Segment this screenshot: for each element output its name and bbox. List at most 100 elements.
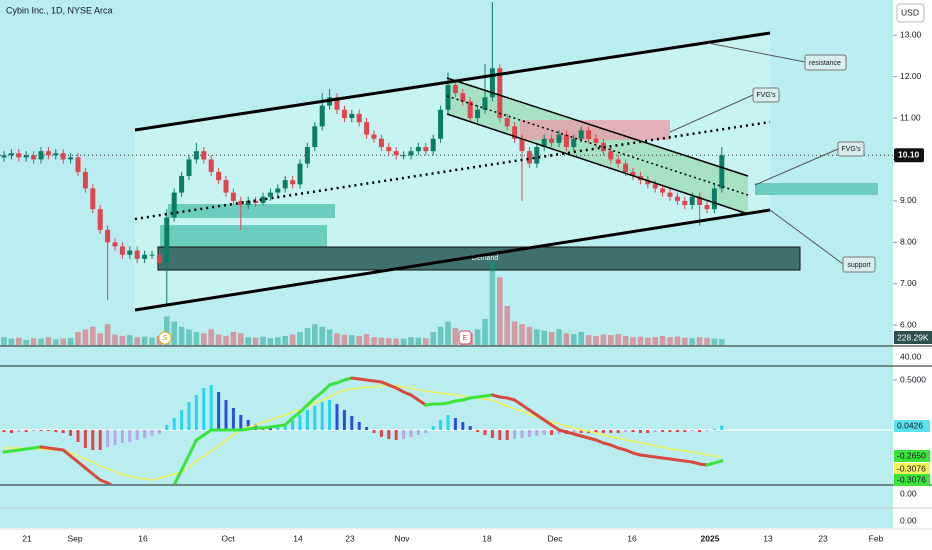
volume-badge [894, 331, 932, 344]
y-tick-label: 8.00 [900, 237, 917, 247]
histogram-bar [698, 430, 702, 432]
volume-bar [334, 333, 340, 345]
candle-body [630, 171, 636, 177]
candle-body [623, 163, 629, 172]
histogram-bar [268, 428, 272, 430]
volume-bar [312, 324, 318, 345]
fvg-box [168, 204, 335, 218]
x-tick-label: 16 [627, 533, 637, 543]
volume-bar [674, 336, 681, 345]
indicator-badge [894, 420, 930, 432]
candle-body [667, 192, 673, 197]
macd-segment [283, 416, 295, 427]
histogram-bar [209, 385, 213, 430]
candle-body [82, 171, 88, 189]
candle-body [386, 147, 392, 152]
x-tick-label: Oct [221, 533, 235, 543]
histogram-bar [498, 430, 502, 440]
channel-bottom [446, 113, 749, 215]
candle-body [193, 151, 199, 160]
volume-bar [526, 326, 533, 345]
indicator-value: 0.0426 [897, 420, 923, 430]
candle-body [504, 118, 510, 127]
volume-bar [201, 333, 207, 345]
candle-body [53, 153, 59, 156]
candle-body [645, 180, 651, 185]
histogram-bar [187, 402, 191, 430]
volume-bar [600, 334, 607, 345]
volume-bar [230, 332, 237, 345]
y-tick-label: 0.5000 [900, 374, 926, 384]
histogram-bar [69, 430, 73, 436]
candle-body [401, 155, 407, 157]
currency-button[interactable] [896, 3, 925, 23]
x-tick-label: 14 [293, 533, 303, 543]
histogram-bar [143, 430, 147, 438]
x-tick-label: Sep [67, 533, 82, 543]
volume-bar [208, 329, 214, 345]
candle-body [349, 113, 355, 119]
candle-body [75, 157, 81, 172]
channel-top [446, 77, 749, 177]
earnings-text: E [463, 335, 468, 342]
candle-body [171, 192, 177, 218]
histogram-bar [661, 430, 665, 432]
volume-bar [178, 326, 185, 345]
histogram-bar [217, 392, 221, 430]
callout-line [707, 42, 806, 63]
volume-bar [393, 338, 399, 345]
histogram-bar [609, 430, 613, 433]
candle-body [593, 138, 599, 143]
volume-bar [134, 337, 140, 345]
volume-bar [474, 329, 481, 345]
volume-bar [408, 337, 414, 345]
candle-body [423, 147, 429, 152]
chart-title: Cybin Inc., 1D, NYSE Arca [6, 5, 113, 15]
volume-bar [593, 335, 599, 345]
volume-bar [238, 333, 244, 345]
histogram-bar [557, 430, 561, 434]
histogram-bar [298, 415, 302, 430]
volume-bar [112, 334, 118, 345]
volume-bar [341, 334, 348, 345]
candle-body [319, 105, 325, 127]
callout-text: FVG's [841, 146, 861, 153]
candle-body [334, 97, 340, 110]
histogram-bar [91, 430, 95, 450]
candle-body [371, 134, 377, 139]
candle-body [201, 151, 207, 160]
split-badge[interactable] [158, 331, 172, 345]
histogram-bar [24, 430, 28, 432]
candle-body [563, 134, 569, 148]
volume-bar [171, 321, 177, 345]
y-tick-label: 7.00 [900, 278, 917, 288]
histogram-bar [653, 430, 657, 432]
candle-body [578, 130, 584, 139]
candle-body [164, 217, 170, 263]
candle-body [60, 153, 66, 160]
callout-box [842, 256, 876, 273]
demand-label: Demand [472, 255, 499, 262]
y-tick-label: 11.00 [900, 112, 921, 122]
earnings-badge[interactable] [458, 330, 472, 345]
volume-bar [371, 337, 377, 345]
histogram-bar [320, 402, 324, 430]
macd-segment [83, 466, 95, 476]
volume-bar [363, 334, 370, 345]
volume-bar [16, 337, 22, 345]
volume-bar [497, 277, 503, 345]
macd-segment [180, 453, 191, 472]
support-line [134, 208, 771, 312]
candle-body [16, 153, 22, 158]
volume-bar [704, 337, 710, 345]
indicator-value: -0.2650 [897, 450, 926, 460]
candle-body [208, 159, 214, 172]
histogram-bar [157, 430, 161, 434]
candle-body [682, 200, 688, 206]
candle-body [697, 196, 703, 206]
histogram-bar [246, 420, 250, 430]
candle-body [571, 138, 577, 148]
midline [134, 120, 771, 221]
histogram-bar [572, 430, 576, 433]
histogram-bar [46, 430, 50, 431]
